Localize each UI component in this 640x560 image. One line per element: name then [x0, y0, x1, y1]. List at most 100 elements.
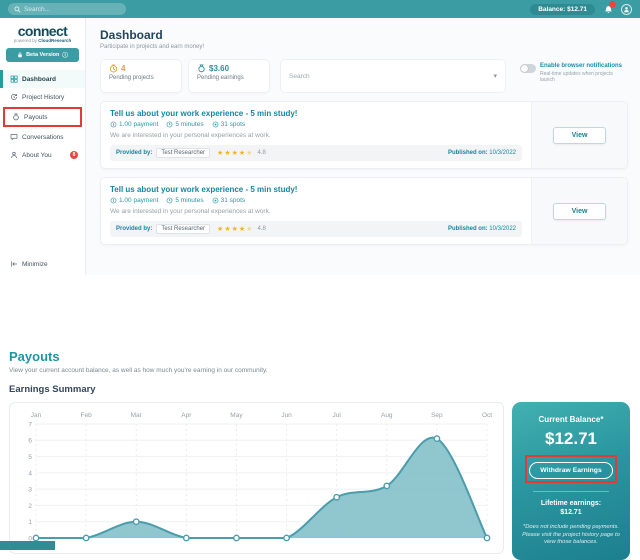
divider	[533, 491, 609, 492]
withdraw-earnings-button[interactable]: Withdraw Earnings	[529, 462, 613, 479]
toggle-sublabel: Real-time updates when projects launch	[540, 71, 613, 83]
balance-pill[interactable]: Balance: $12.71	[530, 3, 595, 15]
dashboard-icon	[10, 75, 18, 83]
svg-text:Apr: Apr	[181, 412, 192, 419]
study-meta: 1.00 payment 5 minutes 31 spots	[110, 197, 522, 204]
chevron-down-icon[interactable]: ▾	[493, 73, 497, 80]
study-action-area: View	[531, 178, 627, 244]
star-icon: ★	[231, 150, 239, 157]
study-title[interactable]: Tell us about your work experience - 5 m…	[110, 109, 298, 118]
star-icon: ★	[246, 226, 254, 233]
rating-stars: ★★★★★	[217, 149, 253, 157]
study-description: We are interested in your personal exper…	[110, 132, 271, 139]
clock-icon	[109, 64, 118, 73]
study-search-input[interactable]	[289, 72, 494, 80]
svg-text:6: 6	[28, 438, 32, 445]
current-balance-card: Current Balance* $12.71 Withdraw Earning…	[512, 402, 630, 560]
chat-icon	[10, 134, 18, 141]
view-button[interactable]: View	[552, 202, 607, 220]
view-button[interactable]: View	[552, 126, 607, 144]
sidebar-item-payouts[interactable]: Payouts	[5, 109, 80, 125]
search-icon	[14, 6, 21, 12]
sidebar-minimize[interactable]: Minimize	[0, 255, 85, 275]
star-icon: ★	[224, 150, 232, 157]
sidebar-item-label: Dashboard	[22, 75, 56, 83]
svg-text:Jul: Jul	[333, 412, 342, 419]
published-on: Published on: 10/3/2022	[447, 150, 516, 156]
user-avatar[interactable]	[621, 3, 632, 15]
lock-icon	[18, 52, 22, 58]
lifetime-earnings-amount: $12.71	[560, 509, 582, 516]
sidebar-item-dashboard[interactable]: Dashboard	[0, 70, 85, 88]
toggle-label: Enable browser notifications	[540, 63, 623, 69]
star-icon: ★	[217, 150, 225, 157]
annotation-box-withdraw: Withdraw Earnings	[525, 455, 617, 483]
notifications-toggle[interactable]	[520, 64, 536, 73]
info-icon: ⓘ	[62, 53, 68, 59]
star-icon: ★	[238, 226, 247, 233]
svg-text:May: May	[230, 412, 243, 419]
star-icon: ★	[224, 226, 232, 233]
person-icon	[624, 6, 629, 12]
svg-text:3: 3	[28, 487, 32, 494]
lifetime-earnings: Lifetime earnings: $12.71	[540, 500, 602, 516]
rating-stars: ★★★★★	[217, 225, 253, 233]
svg-text:Sep: Sep	[431, 412, 443, 419]
sidebar-item-label: Project History	[22, 93, 65, 101]
star-icon: ★	[217, 226, 225, 233]
current-balance-amount: $12.71	[545, 429, 597, 448]
about-you-badge: 8	[70, 151, 78, 159]
notifications-button[interactable]	[602, 1, 616, 15]
svg-text:0: 0	[28, 535, 32, 542]
sidebar-item-about-you[interactable]: About You 8	[0, 146, 85, 164]
earnings-summary-title: Earnings Summary	[9, 384, 96, 395]
study-filter-search[interactable]: ▾	[280, 59, 506, 93]
sidebar: connect powered by CloudResearch Beta Ve…	[0, 18, 86, 275]
pending-projects-label: Pending projects	[109, 75, 154, 81]
svg-text:1: 1	[28, 519, 32, 526]
svg-text:Feb: Feb	[81, 412, 93, 419]
svg-text:Aug: Aug	[381, 412, 393, 419]
spots-icon	[212, 197, 218, 204]
earnings-chart-card: 0 1 2 3 4 5 6 7 Jan Feb Mar Apr May Jun Jul Aug Sep Oct	[9, 402, 504, 554]
beta-version-badge[interactable]: Beta Version ⓘ	[6, 48, 79, 62]
annotation-box-payouts: Payouts	[3, 107, 82, 127]
svg-text:5: 5	[28, 454, 32, 461]
global-search[interactable]	[8, 3, 126, 15]
current-balance-title: Current Balance*	[538, 415, 604, 424]
svg-text:Mar: Mar	[131, 412, 143, 419]
study-meta: 1.00 payment 5 minutes 31 spots	[110, 121, 522, 128]
global-search-input[interactable]	[24, 5, 114, 13]
pending-projects-value: 4	[121, 64, 126, 73]
provider-name: Test Researcher	[156, 224, 211, 234]
sidebar-item-label: About You	[22, 151, 52, 159]
svg-text:Jun: Jun	[281, 412, 292, 419]
study-action-area: View	[531, 102, 627, 168]
sidebar-item-conversations[interactable]: Conversations	[0, 128, 85, 146]
sidebar-item-project-history[interactable]: Project History	[0, 88, 85, 106]
pending-projects-card: 4 Pending projects	[100, 59, 182, 93]
rating-value: 4.8	[257, 226, 266, 232]
study-title[interactable]: Tell us about your work experience - 5 m…	[110, 185, 298, 194]
minimize-label: Minimize	[22, 260, 48, 268]
connect-logo: connect	[17, 23, 68, 39]
spots-icon	[212, 121, 218, 128]
provided-by-label: Provided by:	[116, 226, 153, 232]
browser-notifications-setting: Enable browser notifications Real-time u…	[512, 59, 628, 93]
svg-text:2: 2	[28, 503, 32, 510]
notification-badge	[609, 1, 616, 8]
svg-text:Oct: Oct	[482, 412, 492, 419]
page-subtitle: Participate in projects and earn money!	[100, 44, 205, 50]
person-icon	[11, 151, 17, 159]
dashboard-screenshot: Balance: $12.71 connect powered by Cloud…	[0, 0, 640, 275]
star-icon: ★	[246, 150, 254, 157]
sidebar-item-label: Conversations	[22, 133, 64, 141]
money-bag-icon	[13, 113, 19, 121]
provided-by-label: Provided by:	[116, 150, 153, 156]
study-card: Tell us about your work experience - 5 m…	[100, 177, 628, 245]
study-footer: Provided by: Test Researcher ★★★★★ 4.8 P…	[110, 221, 522, 237]
payouts-subtitle: View your current account balance, as we…	[9, 367, 268, 374]
minimize-icon	[10, 261, 17, 267]
study-card: Tell us about your work experience - 5 m…	[100, 101, 628, 169]
